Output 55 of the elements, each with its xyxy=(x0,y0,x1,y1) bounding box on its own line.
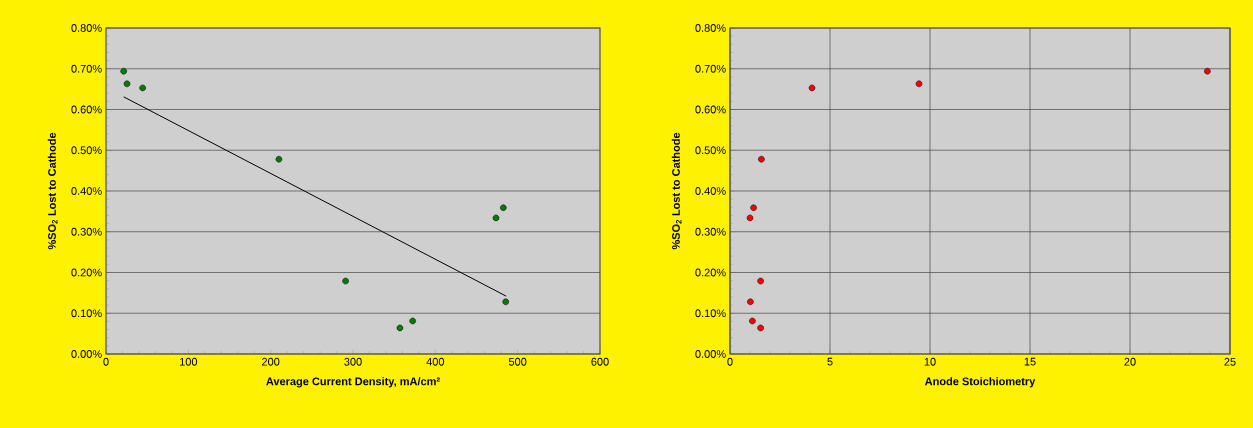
y-tick-label: 0.70% xyxy=(71,64,102,73)
point xyxy=(342,277,349,285)
x-tick-label: 25 xyxy=(1224,357,1236,366)
y-tick-label: 0.80% xyxy=(71,24,102,32)
x-tick-label: 400 xyxy=(426,357,445,366)
y-tick-label: 0.70% xyxy=(695,64,726,73)
point xyxy=(757,324,764,332)
x-tick-label: 600 xyxy=(591,357,609,366)
point xyxy=(275,155,283,163)
x-tick-label: 15 xyxy=(1024,357,1036,366)
point xyxy=(409,317,416,325)
point xyxy=(120,67,127,75)
y-tick-label: 0.80% xyxy=(695,24,726,32)
point xyxy=(750,204,757,211)
y-tick-label: 0.30% xyxy=(71,227,102,236)
x-axis-title: Anode Stoichiometry xyxy=(924,377,1036,388)
point xyxy=(808,84,816,92)
x-axis-title: Average Current Density, mA/cm² xyxy=(266,377,440,388)
point xyxy=(757,277,764,285)
x-tick-label: 20 xyxy=(1124,357,1136,366)
y-tick-label: 0.10% xyxy=(71,309,102,318)
point xyxy=(396,324,404,332)
y-axis-title: %SO$_{2}$ Lost to Cathode xyxy=(671,132,682,250)
point xyxy=(758,155,765,163)
y-tick-label: 0.20% xyxy=(71,268,102,277)
y-tick-label: 0.40% xyxy=(71,187,102,195)
y-axis-title: %SO$_{2}$ Lost to Cathode xyxy=(47,132,58,250)
y-tick-label: 0.60% xyxy=(695,105,726,114)
point xyxy=(749,317,756,325)
x-tick-label: 100 xyxy=(180,357,198,366)
x-tick-label: 500 xyxy=(508,357,527,366)
x-tick-label: 200 xyxy=(262,357,280,366)
point xyxy=(746,214,754,222)
y-tick-label: 0.40% xyxy=(695,187,726,195)
y-tick-label: 0.10% xyxy=(695,309,726,318)
point xyxy=(747,298,754,306)
y-tick-label: 0.50% xyxy=(71,146,102,155)
point xyxy=(492,214,500,222)
point xyxy=(139,84,146,92)
y-tick-label: 0.00% xyxy=(71,350,102,358)
x-tick-label: 0 xyxy=(103,357,109,366)
point xyxy=(500,204,507,211)
x-tick-label: 5 xyxy=(827,357,833,366)
y-tick-label: 0.30% xyxy=(695,227,726,236)
y-tick-label: 0.50% xyxy=(695,146,726,155)
point xyxy=(1204,67,1211,75)
y-tick-label: 0.00% xyxy=(695,350,726,358)
x-tick-label: 300 xyxy=(344,357,362,366)
y-tick-label: 0.60% xyxy=(71,105,102,114)
point xyxy=(123,80,131,88)
x-tick-label: 10 xyxy=(924,357,936,366)
point xyxy=(502,298,509,306)
y-tick-label: 0.20% xyxy=(695,268,726,277)
x-tick-label: 0 xyxy=(727,357,733,366)
point xyxy=(915,80,923,88)
